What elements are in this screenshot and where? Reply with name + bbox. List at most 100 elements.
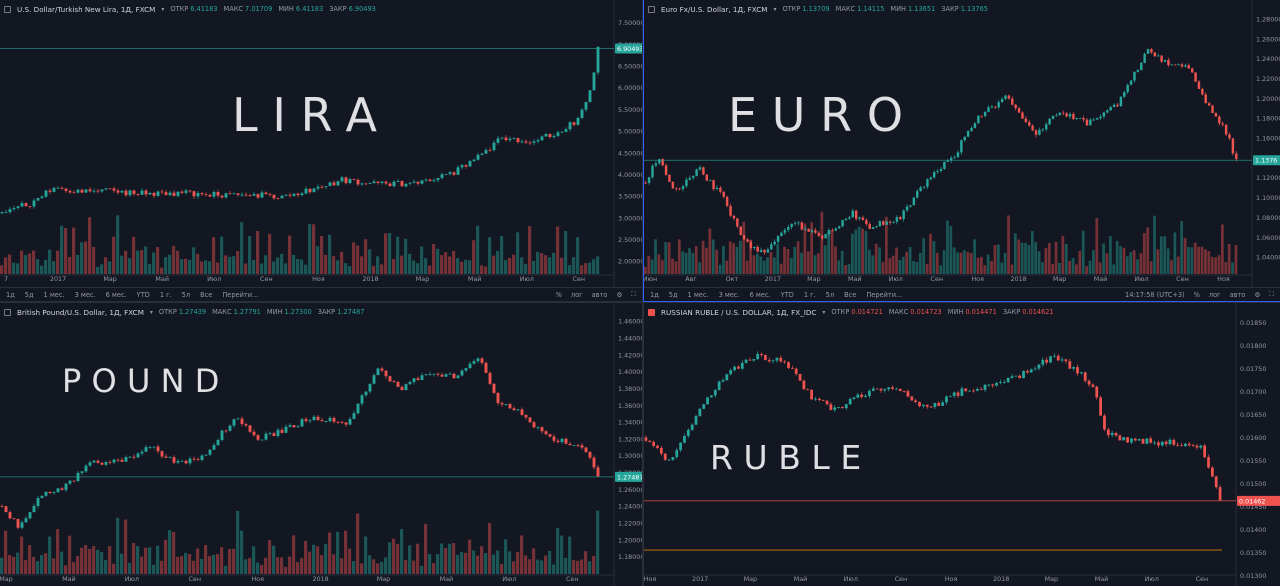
candle-body xyxy=(144,447,148,452)
scale-toggle[interactable]: авто xyxy=(1229,290,1246,299)
gear-icon[interactable]: ⚙ xyxy=(1254,290,1261,299)
range-button[interactable]: 3 мес. xyxy=(74,290,96,299)
volume-bar xyxy=(694,246,698,274)
range-button[interactable]: 5д xyxy=(668,290,678,299)
range-button[interactable]: 1 мес. xyxy=(687,290,709,299)
chevron-down-icon[interactable]: ▾ xyxy=(161,5,165,13)
vertical-divider[interactable] xyxy=(642,0,644,586)
chart-panel-pound[interactable]: British Pound/U.S. Dollar, 1Д, FXCM ▾ ОТКР… xyxy=(0,303,642,586)
fullscreen-icon[interactable]: ⛶ xyxy=(1269,290,1274,298)
y-tick-label: 0.01300 xyxy=(1240,572,1266,580)
range-button[interactable]: 5л xyxy=(181,290,191,299)
candle-body xyxy=(800,222,804,230)
scale-toggle[interactable]: авто xyxy=(591,290,608,299)
scale-toggle[interactable]: лог xyxy=(570,290,583,299)
x-tick-label: 2017 xyxy=(50,275,66,283)
candle-body xyxy=(476,358,480,362)
volume-bar xyxy=(779,263,783,274)
candle-body xyxy=(136,453,140,458)
volume-bar xyxy=(200,261,204,274)
range-button[interactable]: 1 г. xyxy=(803,290,816,299)
range-button[interactable]: Перейти... xyxy=(866,290,903,299)
range-button[interactable]: YTD xyxy=(136,290,150,299)
candle-body xyxy=(892,221,895,223)
candle-body xyxy=(252,431,256,436)
symbol-title[interactable]: Euro Fx/U.S. Dollar, 1Д, FXCM xyxy=(661,4,768,14)
range-button[interactable]: 1 г. xyxy=(159,290,172,299)
volume-bar xyxy=(1190,247,1194,274)
range-button[interactable]: Все xyxy=(844,290,857,299)
volume-bar xyxy=(1204,249,1207,274)
symbol-title[interactable]: U.S. Dollar/Turkish New Lira, 1Д, FXCM xyxy=(17,4,156,14)
scale-toggle[interactable]: % xyxy=(555,290,562,299)
volume-bar xyxy=(0,557,4,574)
volume-bar xyxy=(132,236,136,274)
volume-bar xyxy=(596,510,600,574)
clock-label[interactable]: 14:17:58 (UTC+3) xyxy=(1125,290,1185,299)
range-button[interactable]: 3 мес. xyxy=(718,290,740,299)
volume-bar xyxy=(516,551,520,574)
x-tick-label: Сен xyxy=(1176,275,1189,283)
range-button[interactable]: YTD xyxy=(780,290,794,299)
candle-body xyxy=(841,219,844,227)
candle-body xyxy=(508,404,512,409)
range-button[interactable]: 1 мес. xyxy=(43,290,65,299)
chevron-down-icon[interactable]: ▾ xyxy=(822,308,826,316)
candle-body xyxy=(184,190,188,193)
candle-body xyxy=(1006,377,1010,383)
range-button[interactable]: Перейти... xyxy=(222,290,259,299)
scale-toggle[interactable]: % xyxy=(1193,290,1200,299)
chart-panel-lira[interactable]: U.S. Dollar/Turkish New Lira, 1Д, FXCM ▾ О… xyxy=(0,0,642,301)
candle-body xyxy=(979,389,983,390)
candle-body xyxy=(932,172,936,178)
candle-body xyxy=(1190,68,1194,73)
volume-bar xyxy=(228,548,232,574)
volume-bar xyxy=(432,563,436,574)
candle-body xyxy=(1061,112,1065,114)
candle-body xyxy=(180,460,184,462)
range-button[interactable]: 5д xyxy=(24,290,34,299)
symbol-title[interactable]: RUSSIAN RUBLE / U.S. DOLLAR, 1Д, FX_IDC xyxy=(661,307,817,317)
range-button[interactable]: 1д xyxy=(650,290,659,299)
candle-body xyxy=(987,384,991,386)
range-button[interactable]: 1д xyxy=(6,290,15,299)
price-chart[interactable]: 7.500007.000006.500006.000005.500005.000… xyxy=(0,0,642,301)
candle-body xyxy=(899,217,902,220)
gear-icon[interactable]: ⚙ xyxy=(616,290,623,299)
volume-bar xyxy=(864,230,868,274)
candle-body xyxy=(304,188,308,194)
candle-body xyxy=(1052,355,1056,357)
candle-body xyxy=(827,229,831,235)
volume-bar xyxy=(871,255,875,274)
price-chart[interactable]: 1.28000 1.26000 1.24000 1.22000 1.20000 1.180… xyxy=(644,0,1280,301)
candle-body xyxy=(420,375,424,380)
candle-body xyxy=(408,182,412,184)
fullscreen-icon[interactable]: ⛶ xyxy=(631,290,636,298)
range-button[interactable]: 5л xyxy=(825,290,835,299)
price-chart[interactable]: 1.46000 1.44000 1.42000 1.40000 1.38000 1.360… xyxy=(0,303,642,586)
candle-body xyxy=(712,180,715,190)
candle-body xyxy=(48,491,52,494)
candle-body xyxy=(364,183,368,185)
scale-toggle[interactable]: лог xyxy=(1208,290,1221,299)
volume-bar xyxy=(772,257,776,274)
chart-panel-ruble[interactable]: RUSSIAN RUBLE / U.S. DOLLAR, 1Д, FX_IDC ▾… xyxy=(644,303,1280,586)
volume-bar xyxy=(372,559,376,574)
range-button[interactable]: 6 мес. xyxy=(105,290,127,299)
chevron-down-icon[interactable]: ▾ xyxy=(773,5,777,13)
candle-body xyxy=(829,404,833,410)
candle-body xyxy=(588,451,592,458)
candle-body xyxy=(384,370,388,377)
range-button[interactable]: 6 мес. xyxy=(749,290,771,299)
chevron-down-icon[interactable]: ▾ xyxy=(149,308,153,316)
candle-body xyxy=(1106,429,1110,436)
x-tick-label: Май xyxy=(468,275,482,283)
candle-body xyxy=(1141,439,1145,444)
candle-body xyxy=(1194,72,1197,82)
price-chart[interactable]: 0.01850 0.01800 0.01750 0.01700 0.01650 0.016… xyxy=(644,303,1280,586)
chart-panel-euro[interactable]: Euro Fx/U.S. Dollar, 1Д, FXCM ▾ ОТКР 1.1370… xyxy=(643,0,1280,302)
candle-body xyxy=(644,182,647,184)
symbol-title[interactable]: British Pound/U.S. Dollar, 1Д, FXCM xyxy=(17,307,144,317)
range-button[interactable]: Все xyxy=(200,290,213,299)
horizontal-divider[interactable] xyxy=(0,301,1280,303)
